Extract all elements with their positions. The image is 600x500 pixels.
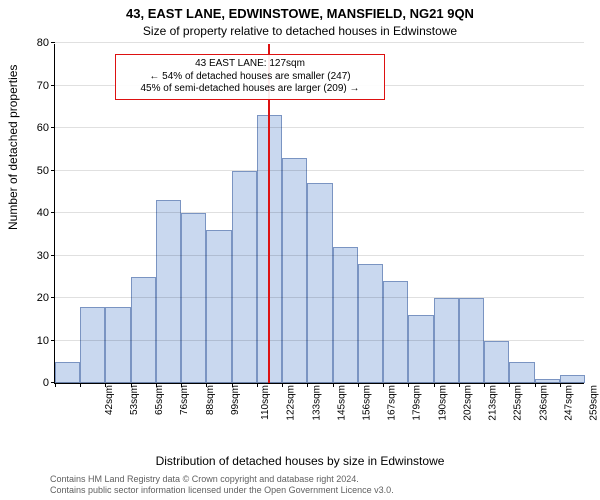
callout-line: ← 54% of detached houses are smaller (24…	[122, 71, 378, 84]
gridline	[55, 297, 584, 298]
gridline	[55, 255, 584, 256]
xtick-mark	[383, 383, 384, 387]
xtick-label: 247sqm	[563, 385, 574, 421]
histogram-bar	[55, 362, 80, 383]
ytick-label: 20	[37, 292, 49, 304]
xtick-label: 122sqm	[286, 385, 297, 421]
xtick-mark	[459, 383, 460, 387]
xtick-mark	[333, 383, 334, 387]
xtick-label: 259sqm	[589, 385, 600, 421]
xtick-label: 225sqm	[513, 385, 524, 421]
xtick-label: 236sqm	[538, 385, 549, 421]
xtick-mark	[131, 383, 132, 387]
xtick-mark	[282, 383, 283, 387]
xtick-label: 65sqm	[154, 385, 165, 415]
histogram-bar	[307, 183, 332, 383]
page-subtitle: Size of property relative to detached ho…	[0, 24, 600, 38]
ytick-label: 70	[37, 80, 49, 92]
histogram-bar	[181, 213, 206, 383]
ytick-mark	[51, 170, 55, 171]
xtick-mark	[80, 383, 81, 387]
xtick-mark	[484, 383, 485, 387]
gridline	[55, 42, 584, 43]
histogram-bar	[206, 230, 231, 383]
xtick-label: 110sqm	[260, 385, 271, 420]
ytick-label: 60	[37, 122, 49, 134]
xtick-label: 202sqm	[463, 385, 474, 421]
xtick-label: 145sqm	[336, 385, 347, 421]
ytick-mark	[51, 340, 55, 341]
histogram-bar	[484, 341, 509, 384]
histogram-bar	[408, 315, 433, 383]
xtick-label: 99sqm	[230, 385, 241, 415]
ytick-mark	[51, 297, 55, 298]
callout-line: 43 EAST LANE: 127sqm	[122, 58, 378, 71]
footer-line-1: Contains HM Land Registry data © Crown c…	[50, 474, 590, 485]
gridline	[55, 170, 584, 171]
xtick-label: 179sqm	[412, 385, 423, 421]
ytick-mark	[51, 255, 55, 256]
histogram-bar	[156, 200, 181, 383]
xtick-mark	[206, 383, 207, 387]
ytick-label: 80	[37, 37, 49, 49]
x-axis-label: Distribution of detached houses by size …	[0, 454, 600, 468]
xtick-label: 42sqm	[104, 385, 115, 415]
histogram-bar	[80, 307, 105, 384]
y-axis-label: Number of detached properties	[6, 65, 20, 230]
marker-callout: 43 EAST LANE: 127sqm← 54% of detached ho…	[115, 54, 385, 100]
xtick-mark	[408, 383, 409, 387]
xtick-mark	[358, 383, 359, 387]
footer-attribution: Contains HM Land Registry data © Crown c…	[50, 474, 590, 497]
xtick-label: 53sqm	[129, 385, 140, 415]
ytick-label: 30	[37, 250, 49, 262]
xtick-mark	[509, 383, 510, 387]
page-title: 43, EAST LANE, EDWINSTOWE, MANSFIELD, NG…	[0, 6, 600, 21]
xtick-label: 156sqm	[362, 385, 373, 421]
xtick-label: 133sqm	[311, 385, 322, 421]
ytick-mark	[51, 42, 55, 43]
xtick-mark	[156, 383, 157, 387]
xtick-mark	[434, 383, 435, 387]
ytick-label: 40	[37, 207, 49, 219]
xtick-label: 76sqm	[179, 385, 190, 415]
histogram-bar	[105, 307, 130, 384]
ytick-label: 50	[37, 165, 49, 177]
gridline	[55, 340, 584, 341]
xtick-mark	[181, 383, 182, 387]
histogram-bar	[232, 171, 257, 384]
xtick-label: 167sqm	[387, 385, 398, 421]
histogram-bar	[459, 298, 484, 383]
histogram-bar	[131, 277, 156, 383]
gridline	[55, 127, 584, 128]
footer-line-2: Contains public sector information licen…	[50, 485, 590, 496]
xtick-label: 213sqm	[488, 385, 499, 421]
histogram-bar	[358, 264, 383, 383]
xtick-mark	[560, 383, 561, 387]
histogram-bar	[509, 362, 534, 383]
xtick-mark	[257, 383, 258, 387]
ytick-label: 0	[43, 377, 49, 389]
histogram-bar	[434, 298, 459, 383]
xtick-label: 88sqm	[205, 385, 216, 415]
ytick-mark	[51, 85, 55, 86]
histogram-bar	[282, 158, 307, 383]
ytick-mark	[51, 127, 55, 128]
callout-line: 45% of semi-detached houses are larger (…	[122, 83, 378, 96]
xtick-mark	[307, 383, 308, 387]
xtick-mark	[105, 383, 106, 387]
xtick-mark	[55, 383, 56, 387]
gridline	[55, 212, 584, 213]
chart-plot-area: 0102030405060708042sqm53sqm65sqm76sqm88s…	[54, 44, 584, 384]
ytick-label: 10	[37, 335, 49, 347]
histogram-bar	[333, 247, 358, 383]
xtick-label: 190sqm	[437, 385, 448, 421]
xtick-mark	[232, 383, 233, 387]
gridline	[55, 382, 584, 383]
ytick-mark	[51, 212, 55, 213]
xtick-mark	[535, 383, 536, 387]
